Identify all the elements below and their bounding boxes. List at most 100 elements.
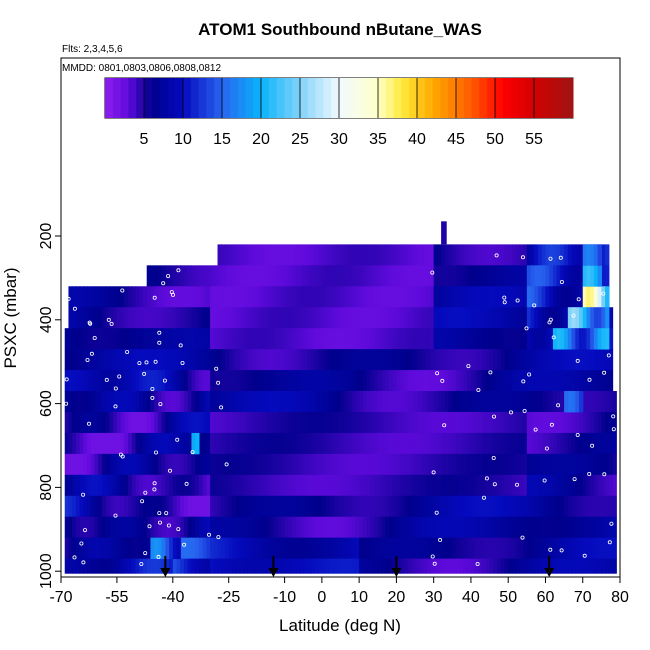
heatmap-cell [467, 432, 472, 455]
sample-point [219, 405, 224, 410]
heatmap-cell [314, 307, 319, 329]
heatmap-cell [556, 307, 561, 329]
heatmap-cell [400, 516, 405, 539]
heatmap-cell [530, 370, 535, 392]
heatmap-cell [306, 495, 312, 518]
heatmap-cell [433, 516, 438, 539]
heatmap-cell [72, 411, 77, 434]
heatmap-cell [526, 307, 532, 329]
heatmap-cell [109, 453, 114, 476]
heatmap-cell [400, 495, 405, 518]
heatmap-cell [418, 558, 424, 574]
heatmap-cell [541, 495, 547, 518]
heatmap-cell [128, 495, 133, 518]
heatmap-cell [362, 391, 368, 413]
heatmap-cell [161, 495, 166, 518]
heatmap-cell [236, 474, 241, 497]
heatmap-cell [284, 537, 289, 560]
heatmap-cell [295, 411, 301, 434]
heatmap-cell [154, 265, 159, 287]
heatmap-cell [131, 432, 137, 455]
heatmap-cell [564, 453, 569, 476]
heatmap-cell [567, 411, 573, 434]
heatmap-cell [474, 328, 479, 350]
heatmap-cell [437, 391, 442, 413]
heatmap-cell [83, 495, 88, 518]
heatmap-cell [154, 495, 159, 518]
heatmap-cell [273, 391, 278, 413]
heatmap-cell [388, 516, 394, 539]
heatmap-cell [217, 453, 222, 476]
heatmap-cell [359, 370, 364, 392]
heatmap-cell [247, 286, 252, 308]
heatmap-cell [489, 391, 494, 413]
heatmap-cell [94, 453, 99, 476]
heatmap-cell [519, 495, 524, 518]
heatmap-cell [217, 391, 222, 413]
heatmap-cell [351, 286, 357, 308]
heatmap-cell [418, 286, 424, 308]
heatmap-cell [68, 474, 73, 497]
heatmap-cell [564, 495, 569, 518]
heatmap-cell [109, 495, 114, 518]
heatmap-cell [269, 474, 275, 497]
heatmap-cell [75, 495, 81, 518]
heatmap-cell [515, 558, 520, 574]
heatmap-cell [239, 265, 245, 287]
heatmap-cell [355, 370, 360, 392]
heatmap-cell [318, 349, 323, 371]
heatmap-cell [448, 307, 453, 329]
heatmap-cell [280, 453, 286, 476]
heatmap-cell [232, 328, 237, 350]
colorbar-cell [487, 78, 496, 118]
heatmap-cell [437, 537, 442, 560]
heatmap-cell [299, 474, 304, 497]
heatmap-cell [228, 453, 234, 476]
sample-point [582, 553, 587, 558]
heatmap-cell [374, 516, 379, 539]
colorbar-cell [424, 78, 434, 118]
heatmap-cell [273, 349, 278, 371]
heatmap-cell [538, 307, 543, 329]
heatmap-cell [560, 244, 565, 266]
sample-point [438, 537, 443, 542]
heatmap-cell [355, 391, 360, 413]
heatmap-cell [310, 432, 316, 455]
heatmap-cell [351, 537, 357, 560]
heatmap-cell [504, 495, 509, 518]
heatmap-cell [340, 558, 345, 574]
heatmap-cell [575, 474, 580, 497]
heatmap-cell [579, 265, 584, 287]
heatmap-cell [549, 391, 554, 413]
heatmap-cell [265, 349, 271, 371]
heatmap-cell [202, 558, 207, 574]
heatmap-cell [351, 370, 357, 392]
heatmap-cell [463, 391, 468, 413]
heatmap-cell [444, 307, 450, 329]
heatmap-cell [277, 516, 282, 539]
heatmap-cell [165, 474, 170, 497]
heatmap-cell [72, 391, 77, 413]
heatmap-cell [526, 474, 532, 497]
heatmap-cell [530, 349, 535, 371]
heatmap-cell [310, 537, 316, 560]
heatmap-cell [79, 411, 84, 434]
heatmap-cell [221, 307, 226, 329]
heatmap-cell [210, 432, 215, 455]
heatmap-cell [98, 349, 103, 371]
heatmap-cell [314, 244, 319, 266]
heatmap-cell [165, 516, 170, 539]
heatmap-cell [116, 537, 122, 560]
heatmap-cell [497, 537, 502, 560]
sample-point [150, 395, 155, 400]
heatmap-cell [422, 265, 427, 287]
heatmap-cell [116, 391, 122, 413]
heatmap-cell [109, 370, 114, 392]
heatmap-cell [169, 495, 174, 518]
heatmap-cell [497, 495, 502, 518]
heatmap-cell [273, 265, 278, 287]
heatmap-cell [582, 349, 588, 371]
heatmap-cell [422, 537, 427, 560]
heatmap-cell [463, 558, 468, 574]
heatmap-cell [169, 286, 174, 308]
